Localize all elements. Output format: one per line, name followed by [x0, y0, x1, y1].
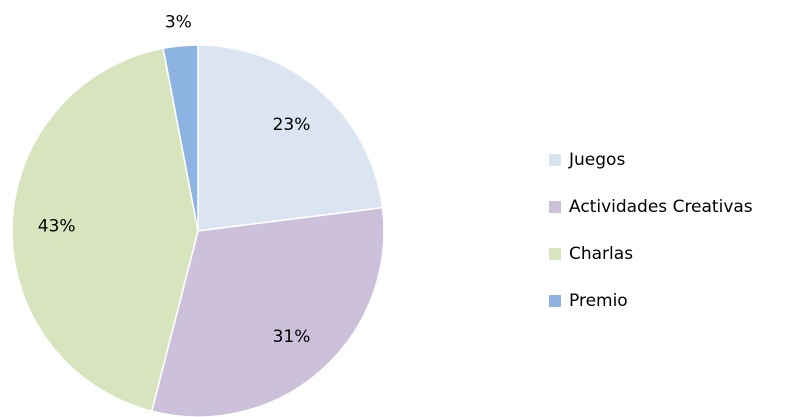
- data-label: 31%: [273, 327, 311, 347]
- legend-swatch: [549, 295, 561, 307]
- legend-label: Actividades Creativas: [569, 197, 753, 217]
- data-label: 23%: [273, 115, 311, 135]
- legend-label: Charlas: [569, 244, 633, 264]
- pie-slice: [197, 44, 384, 232]
- legend-label: Juegos: [568, 150, 625, 170]
- pie-slice: [162, 44, 199, 232]
- legend-swatch: [549, 201, 561, 213]
- data-label: 3%: [165, 13, 192, 33]
- legend-label: Premio: [569, 291, 628, 311]
- data-label: 43%: [38, 217, 76, 237]
- pie-slice: [11, 47, 199, 413]
- legend-swatch: [549, 154, 561, 166]
- legend-swatch: [549, 248, 561, 260]
